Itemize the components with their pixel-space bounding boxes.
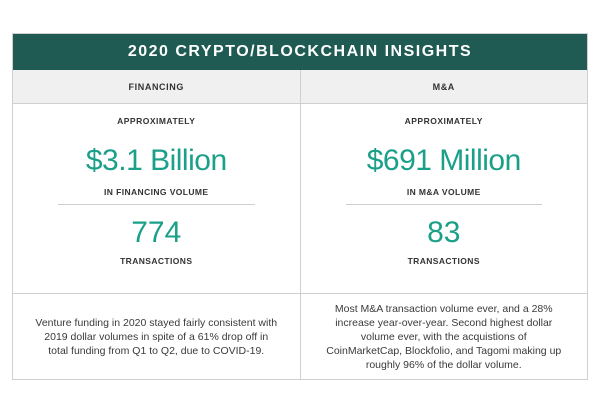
ma-count: 83 bbox=[427, 216, 461, 249]
stat-divider bbox=[345, 204, 542, 205]
ma-description: Most M&A transaction volume ever, and a … bbox=[299, 294, 588, 379]
ma-stats: APPROXIMATELY $691 Million IN M&A VOLUME… bbox=[299, 104, 588, 293]
insights-card: 2020 CRYPTO/BLOCKCHAIN INSIGHTS FINANCIN… bbox=[12, 33, 588, 380]
description-row: Venture funding in 2020 stayed fairly co… bbox=[13, 294, 587, 379]
ma-amount-label: IN M&A VOLUME bbox=[406, 187, 481, 197]
stat-divider bbox=[58, 204, 255, 205]
approx-label: APPROXIMATELY bbox=[117, 116, 196, 126]
column-header-ma: M&A bbox=[299, 70, 588, 103]
approx-label: APPROXIMATELY bbox=[404, 116, 483, 126]
financing-stats: APPROXIMATELY $3.1 Billion IN FINANCING … bbox=[13, 104, 300, 293]
financing-description: Venture funding in 2020 stayed fairly co… bbox=[35, 316, 278, 357]
column-header-financing: FINANCING bbox=[128, 81, 184, 92]
stats-row: APPROXIMATELY $3.1 Billion IN FINANCING … bbox=[13, 104, 587, 294]
financing-amount-label: IN FINANCING VOLUME bbox=[104, 187, 209, 197]
banner-title: 2020 CRYPTO/BLOCKCHAIN INSIGHTS bbox=[13, 34, 587, 70]
column-header-row: FINANCING M&A bbox=[13, 70, 587, 104]
financing-count: 774 bbox=[131, 216, 182, 249]
ma-amount: $691 Million bbox=[366, 144, 522, 177]
ma-count-label: TRANSACTIONS bbox=[407, 256, 480, 266]
financing-amount: $3.1 Billion bbox=[85, 144, 227, 177]
financing-count-label: TRANSACTIONS bbox=[120, 256, 193, 266]
